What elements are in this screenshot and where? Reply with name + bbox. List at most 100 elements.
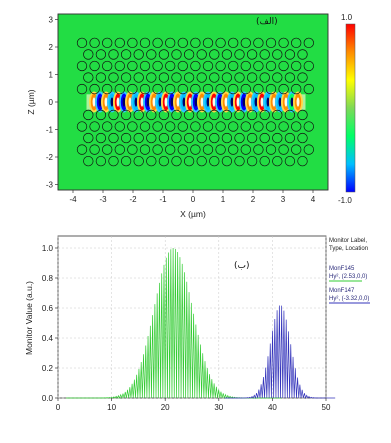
- crystal-rod: [171, 155, 182, 167]
- crystal-rod: [246, 72, 258, 83]
- crystal-rod: [215, 37, 226, 49]
- crystal-rod: [95, 155, 107, 167]
- crystal-rod: [120, 49, 132, 60]
- crystal-rod: [259, 49, 270, 60]
- crystal-rod: [278, 83, 289, 95]
- crystal-rod: [127, 60, 138, 72]
- crystal-rod: [209, 155, 220, 167]
- crystal-rod: [291, 60, 302, 72]
- crystal-rod: [95, 49, 107, 60]
- crystal-rod: [303, 144, 314, 155]
- crystal-rod: [221, 109, 233, 121]
- field-lobe-core: [230, 97, 234, 107]
- crystal-rod: [83, 155, 94, 167]
- field-lobe-core: [212, 97, 216, 107]
- field-lobe-core: [284, 97, 288, 107]
- y-tick-label: 3: [49, 16, 54, 25]
- x-tick-label: -4: [69, 195, 77, 204]
- crystal-rod: [221, 72, 233, 83]
- crystal-rod: [177, 37, 188, 49]
- crystal-rod: [76, 121, 88, 132]
- x-tick-label: -3: [99, 195, 107, 204]
- x-tick-label: 10: [107, 403, 116, 412]
- crystal-rod: [190, 144, 201, 155]
- field-lobe-core: [290, 97, 294, 107]
- crystal-rod: [215, 83, 226, 95]
- crystal-rod: [253, 144, 264, 155]
- crystal-rod: [297, 72, 308, 83]
- crystal-rod: [196, 49, 207, 60]
- y-tick-label: 0: [49, 98, 54, 107]
- crystal-rod: [127, 144, 138, 155]
- field-lobe-core: [152, 97, 156, 107]
- crystal-rod: [253, 37, 264, 49]
- crystal-rod: [146, 155, 157, 167]
- field-lobe-core: [206, 97, 210, 107]
- field-lobe-core: [158, 97, 162, 107]
- crystal-rod: [95, 72, 107, 83]
- crystal-rod: [228, 121, 239, 132]
- crystal-rod: [265, 121, 277, 132]
- crystal-rod: [297, 49, 308, 60]
- crystal-rod: [183, 155, 195, 167]
- crystal-rod: [165, 37, 176, 49]
- x-tick-label: -1: [159, 195, 167, 204]
- panel-label-b: (ب): [234, 261, 250, 271]
- field-lobe-core: [218, 97, 222, 107]
- field-lobe-core: [140, 97, 144, 107]
- crystal-rod: [303, 60, 314, 72]
- crystal-rod: [102, 37, 113, 49]
- crystal-rod: [278, 60, 289, 72]
- crystal-rod: [183, 109, 195, 121]
- crystal-rod: [146, 109, 157, 121]
- field-lobe-core: [266, 97, 270, 107]
- crystal-rod: [133, 109, 144, 121]
- crystal-rod: [165, 83, 176, 95]
- crystal-rod: [259, 109, 270, 121]
- crystal-rod: [278, 144, 289, 155]
- crystal-rod: [265, 37, 277, 49]
- crystal-rod: [102, 60, 113, 72]
- x-tick-label: 2: [251, 195, 256, 204]
- crystal-rod: [127, 83, 138, 95]
- crystal-rod: [209, 132, 220, 144]
- field-lobe-core: [182, 97, 186, 107]
- crystal-rod: [139, 37, 151, 49]
- field-lobe-core: [128, 97, 132, 107]
- crystal-rod: [284, 155, 296, 167]
- series-line-monf147: [224, 305, 336, 400]
- field-lobe-core: [200, 97, 204, 107]
- crystal-rod: [202, 37, 214, 49]
- crystal-rod: [284, 49, 296, 60]
- field-lobe-core: [122, 97, 126, 107]
- panel-label-a: (الف): [256, 17, 278, 27]
- field-lobe-core: [260, 97, 264, 107]
- colorbar-min-label: -1.0: [338, 196, 352, 205]
- y-tick-label: 0.6: [42, 304, 54, 313]
- crystal-rod: [265, 144, 277, 155]
- crystal-rod: [158, 109, 170, 121]
- crystal-rod: [265, 60, 277, 72]
- x-tick-label: -2: [129, 195, 137, 204]
- x-tick-label: 0: [56, 403, 61, 412]
- crystal-rod: [272, 109, 283, 121]
- crystal-rod: [190, 60, 201, 72]
- crystal-rod: [83, 49, 94, 60]
- crystal-rod: [120, 109, 132, 121]
- crystal-rod: [76, 144, 88, 155]
- crystal-rod: [83, 72, 94, 83]
- crystal-rod: [171, 49, 182, 60]
- field-lobe-core: [164, 97, 168, 107]
- field-map-y-axis-label: Z (µm): [26, 89, 36, 114]
- colorbar: 1.0 -1.0: [338, 13, 356, 205]
- crystal-rod: [158, 155, 170, 167]
- field-lobe-core: [134, 97, 138, 107]
- field-lobe-core: [146, 97, 150, 107]
- crystal-rod: [228, 144, 239, 155]
- crystal-rod: [190, 37, 201, 49]
- crystal-rod: [165, 121, 176, 132]
- crystal-rod: [139, 121, 151, 132]
- crystal-rod: [108, 49, 119, 60]
- crystal-rod: [272, 72, 283, 83]
